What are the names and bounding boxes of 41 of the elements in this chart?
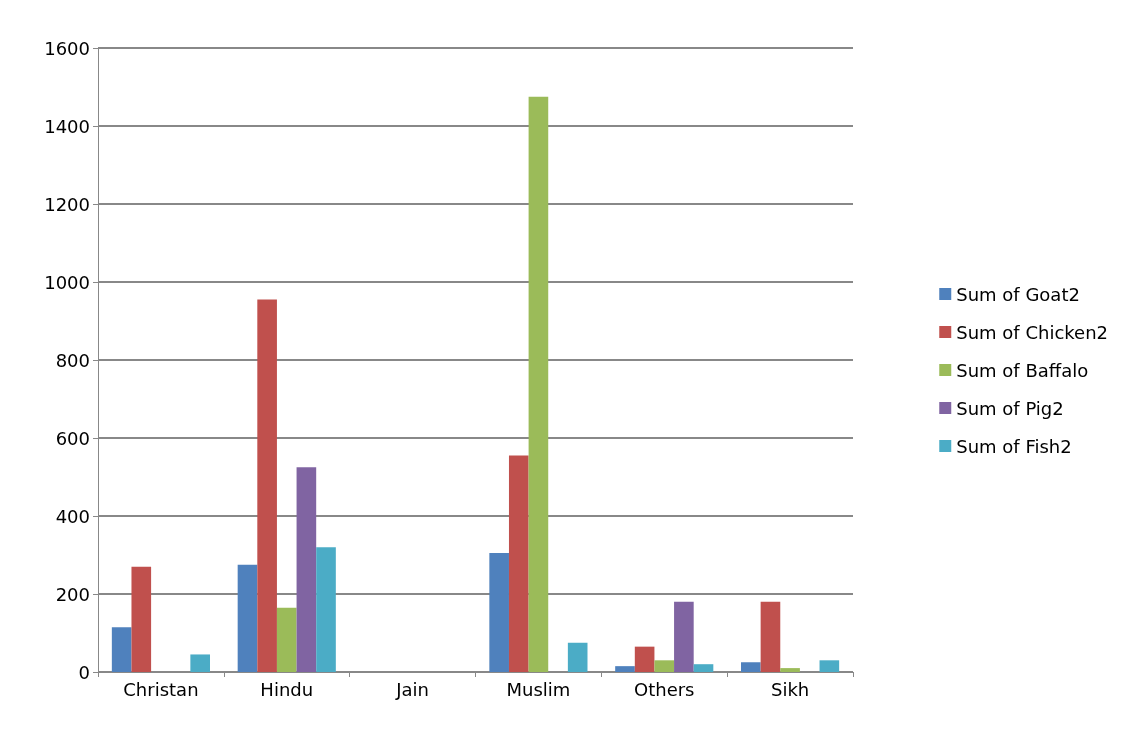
y-tick-label: 600 [55, 427, 90, 449]
bar [654, 660, 675, 672]
y-tick-label: 1000 [44, 271, 90, 293]
bar [111, 627, 132, 672]
bar [819, 660, 840, 672]
legend-label: Sum of Fish2 [956, 435, 1072, 457]
bar [296, 467, 317, 672]
legend-label: Sum of Pig2 [956, 397, 1064, 419]
bar [634, 646, 655, 672]
bar [190, 654, 210, 672]
bar [237, 564, 258, 672]
x-tick-label: Hindu [260, 678, 314, 700]
bar [489, 553, 509, 672]
legend-label: Sum of Chicken2 [956, 321, 1109, 343]
bar [693, 664, 714, 672]
bar [316, 547, 336, 672]
bar [674, 601, 694, 672]
x-tick-label: Muslim [506, 678, 571, 700]
bar [528, 96, 549, 672]
bar [567, 642, 588, 672]
bar [508, 455, 529, 672]
bar [615, 666, 635, 672]
x-tick-label: Others [634, 678, 695, 700]
bar [760, 601, 781, 672]
y-tick-label: 1600 [44, 37, 90, 59]
bar [741, 662, 761, 672]
legend-label: Sum of Baffalo [956, 359, 1089, 381]
bar [276, 607, 297, 672]
y-tick-label: 400 [55, 505, 90, 527]
bar [131, 566, 152, 672]
y-tick-label: 1400 [44, 115, 90, 137]
x-tick-label: Jain [395, 678, 429, 700]
y-tick-label: 800 [55, 349, 90, 371]
legend-label: Sum of Goat2 [956, 283, 1080, 305]
y-tick-label: 1200 [44, 193, 90, 215]
x-tick-label: Sikh [770, 678, 810, 700]
bar [257, 299, 277, 672]
x-tick-label: Christan [123, 678, 199, 700]
y-tick-label: 200 [55, 583, 90, 605]
bar [780, 668, 800, 672]
y-tick-label: 0 [78, 661, 90, 683]
